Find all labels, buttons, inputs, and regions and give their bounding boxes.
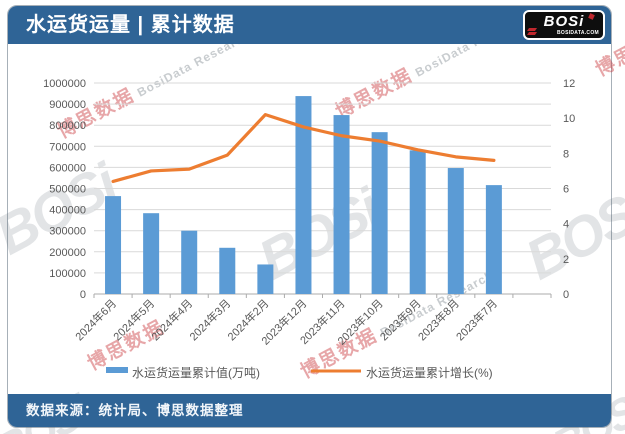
logo-red-stripes-icon (526, 27, 538, 35)
bosi-logo: BOSi BOSIDATA.COM (523, 10, 605, 40)
header-bar: 水运货运量 | 累计数据 BOSi BOSIDATA.COM (8, 6, 611, 44)
report-card: 水运货运量 | 累计数据 BOSi BOSIDATA.COM 数据来源：统计局、… (7, 5, 612, 428)
logo-text: BOSi (543, 13, 585, 30)
logo-subtext: BOSIDATA.COM (556, 30, 599, 36)
footer-bar: 数据来源：统计局、博思数据整理 (8, 394, 611, 427)
data-source-text: 数据来源：统计局、博思数据整理 (26, 403, 244, 418)
page-title: 水运货运量 | 累计数据 (26, 14, 235, 36)
